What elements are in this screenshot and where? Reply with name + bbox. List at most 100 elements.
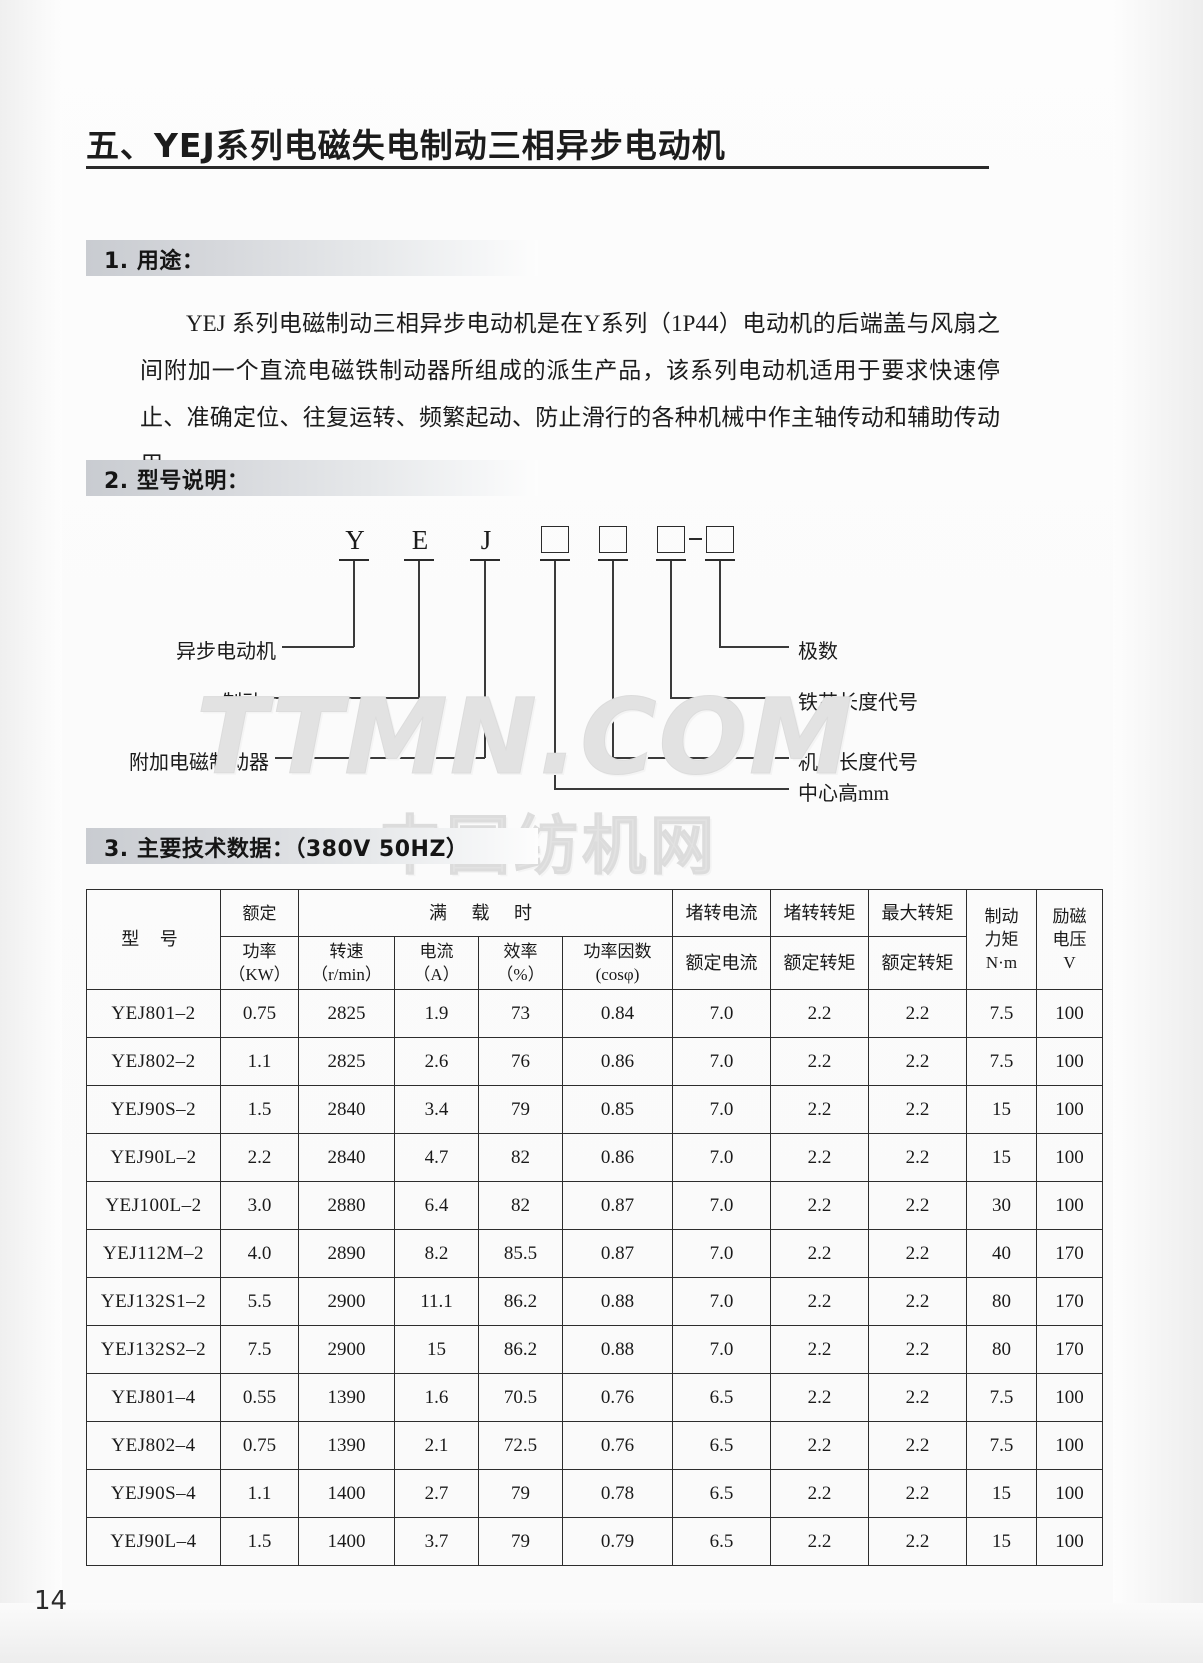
cell-max-torque: 2.2 (868, 1085, 967, 1134)
th-brake-torque-line1: 制动 (984, 907, 1019, 926)
cell-current: 4.7 (394, 1133, 479, 1182)
cell-speed: 2840 (298, 1133, 395, 1182)
cell-speed: 2900 (298, 1277, 395, 1326)
section-header-usage-label: 1. 用途： (104, 249, 205, 274)
cell-max-torque: 2.2 (868, 1133, 967, 1182)
cell-speed: 2825 (298, 989, 395, 1038)
th-speed: 转速 （r/min） (298, 936, 395, 990)
cell-model: YEJ802–4 (86, 1421, 221, 1470)
cell-power-factor: 0.79 (562, 1517, 673, 1566)
cell-speed: 1400 (298, 1517, 395, 1566)
leader-line-e-horizontal (268, 697, 419, 699)
cell-max-torque: 2.2 (868, 989, 967, 1038)
table-row: YEJ802–2 1.1 2825 2.6 76 0.86 7.0 2.2 2.2 7.5 100 (86, 1037, 1103, 1086)
usage-paragraph-line-1: YEJ 系列电磁制动三相异步电动机是在Y系列（1P44）电动机的后端盖与风扇之间 (140, 311, 1000, 383)
table-header-row-2: 功率 （KW） 转速 （r/min） 电流 （A） 效率 （%） (87, 936, 1103, 990)
cell-current: 1.9 (394, 989, 479, 1038)
cell-power-factor: 0.86 (562, 1037, 673, 1086)
cell-brake-torque: 80 (966, 1325, 1037, 1374)
cell-brake-torque: 15 (966, 1517, 1037, 1566)
cell-excitation-voltage: 100 (1036, 1373, 1103, 1422)
th-efficiency-unit: （%） (496, 965, 545, 984)
cell-power-factor: 0.88 (562, 1325, 673, 1374)
model-label-brake: 制动 (222, 692, 262, 714)
cell-current: 8.2 (394, 1229, 479, 1278)
cell-locked-rotor-current: 6.5 (672, 1517, 771, 1566)
cell-locked-rotor-current: 6.5 (672, 1421, 771, 1470)
cell-efficiency: 70.5 (478, 1373, 563, 1422)
underline-letter-j (470, 559, 500, 561)
cell-max-torque: 2.2 (868, 1277, 967, 1326)
cell-speed: 2840 (298, 1085, 395, 1134)
cell-efficiency: 79 (478, 1517, 563, 1566)
cell-excitation-voltage: 100 (1036, 1133, 1103, 1182)
th-efficiency: 效率 （%） (478, 936, 563, 990)
section-header-tech-data: 3. 主要技术数据：（380V 50HZ） (86, 828, 538, 864)
th-power-factor: 功率因数 (cosφ) (562, 936, 673, 990)
table-row: YEJ100L–2 3.0 2880 6.4 82 0.87 7.0 2.2 2.2 30 100 (86, 1181, 1103, 1230)
th-max-torque-sub: 额定转矩 (868, 936, 967, 990)
cell-locked-rotor-torque: 2.2 (770, 1133, 869, 1182)
th-power-factor-unit: (cosφ) (595, 965, 640, 984)
cell-max-torque: 2.2 (868, 1229, 967, 1278)
cell-max-torque: 2.2 (868, 1469, 967, 1518)
page-title: 五、YEJ系列电磁失电制动三相异步电动机 (86, 126, 726, 165)
cell-max-torque: 2.2 (868, 1421, 967, 1470)
cell-rated-power: 0.75 (220, 989, 299, 1038)
model-box-3 (657, 526, 685, 553)
th-power-factor-label: 功率因数 (583, 942, 652, 961)
cell-rated-power: 1.5 (220, 1085, 299, 1134)
cell-rated-power: 7.5 (220, 1325, 299, 1374)
th-locked-rotor-current: 堵转电流 (672, 889, 771, 937)
table-row: YEJ90L–2 2.2 2840 4.7 82 0.86 7.0 2.2 2.2 15 100 (86, 1133, 1103, 1182)
cell-locked-rotor-torque: 2.2 (770, 989, 869, 1038)
cell-current: 2.6 (394, 1037, 479, 1086)
cell-power-factor: 0.84 (562, 989, 673, 1038)
cell-efficiency: 72.5 (478, 1421, 563, 1470)
cell-rated-power: 0.55 (220, 1373, 299, 1422)
cell-current: 11.1 (394, 1277, 479, 1326)
th-locked-rotor-torque: 堵转转矩 (770, 889, 869, 937)
cell-rated-power: 1.5 (220, 1517, 299, 1566)
cell-power-factor: 0.88 (562, 1277, 673, 1326)
cell-rated-power: 3.0 (220, 1181, 299, 1230)
cell-rated-power: 0.75 (220, 1421, 299, 1470)
table-row: YEJ801–2 0.75 2825 1.9 73 0.84 7.0 2.2 2.2 7.5 100 (86, 989, 1103, 1038)
th-speed-label: 转速 (329, 942, 364, 961)
th-excitation-voltage-unit: V (1063, 953, 1076, 972)
cell-locked-rotor-torque: 2.2 (770, 1181, 869, 1230)
cell-speed: 1390 (298, 1373, 395, 1422)
cell-excitation-voltage: 100 (1036, 1181, 1103, 1230)
underline-box-2 (598, 559, 628, 561)
cell-locked-rotor-torque: 2.2 (770, 1421, 869, 1470)
cell-excitation-voltage: 100 (1036, 1421, 1103, 1470)
th-current-unit: （A） (413, 965, 460, 984)
cell-model: YEJ801–2 (86, 989, 221, 1038)
th-excitation-voltage-line1: 励磁 (1052, 907, 1087, 926)
cell-efficiency: 79 (478, 1085, 563, 1134)
cell-current: 6.4 (394, 1181, 479, 1230)
cell-locked-rotor-torque: 2.2 (770, 1517, 869, 1566)
cell-excitation-voltage: 100 (1036, 1085, 1103, 1134)
usage-paragraph-line-3: 准确定位、往复运转、频繁起动、防止滑行的各种机械中作主轴传动和辅助传动用。 (140, 405, 1000, 477)
cell-locked-rotor-current: 7.0 (672, 989, 771, 1038)
underline-box-3 (656, 559, 686, 561)
cell-locked-rotor-torque: 2.2 (770, 1373, 869, 1422)
cell-speed: 1400 (298, 1469, 395, 1518)
model-separator-dash (689, 538, 702, 540)
model-label-added-electromagnetic-brake: 附加电磁制动器 (129, 752, 269, 774)
tech-data-table: 型 号 额定 满 载 时 堵转电流 堵转转矩 最大转矩 制动 力矩 N·m 励磁 (86, 889, 1103, 1566)
leader-line-y-horizontal (282, 646, 354, 648)
cell-current: 2.1 (394, 1421, 479, 1470)
cell-brake-torque: 80 (966, 1277, 1037, 1326)
cell-locked-rotor-torque: 2.2 (770, 1325, 869, 1374)
cell-efficiency: 73 (478, 989, 563, 1038)
cell-locked-rotor-current: 7.0 (672, 1133, 771, 1182)
th-excitation-voltage-line2: 电压 (1052, 930, 1087, 949)
underline-box-1 (540, 559, 570, 561)
leader-line-j-horizontal (275, 757, 485, 759)
th-current: 电流 （A） (394, 936, 479, 990)
leader-line-j-vertical (484, 561, 486, 758)
model-label-center-height: 中心高mm (798, 783, 890, 805)
